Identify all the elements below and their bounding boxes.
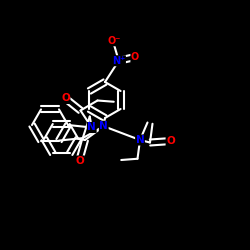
Text: O⁻: O⁻ [107, 36, 120, 46]
Text: O: O [166, 136, 175, 146]
Text: N: N [136, 135, 144, 145]
Text: O: O [61, 94, 70, 104]
Text: N: N [88, 122, 96, 132]
Text: N⁺: N⁺ [112, 56, 126, 66]
Text: O: O [131, 52, 139, 62]
Text: N: N [100, 121, 108, 131]
Text: O: O [76, 156, 84, 166]
